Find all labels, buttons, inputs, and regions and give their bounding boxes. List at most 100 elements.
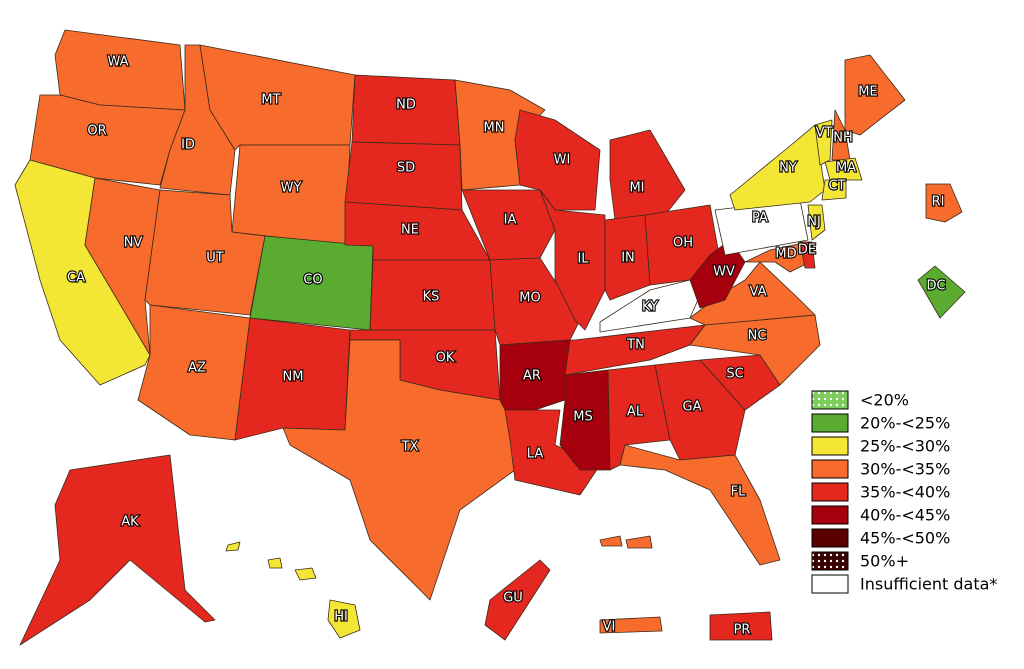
legend-swatch <box>811 574 849 594</box>
island <box>294 567 317 581</box>
state <box>19 454 216 646</box>
state-label: NE <box>401 223 419 238</box>
legend-swatch <box>811 528 849 548</box>
island <box>267 557 283 569</box>
state-label: WA <box>107 55 128 70</box>
state-label: OK <box>436 351 455 366</box>
state-label: KY <box>642 300 658 315</box>
state <box>604 214 651 301</box>
state-label: VA <box>750 285 767 300</box>
state-label: MO <box>519 291 540 306</box>
state-label: WY <box>281 181 302 196</box>
legend: <20% 20%-<25% 25%-<30% 30%-<35% 35%-<40% 40%-… <box>811 390 997 594</box>
state <box>599 616 663 634</box>
state-label: MT <box>261 93 280 108</box>
state-label: TN <box>626 338 645 353</box>
state-label: VT <box>816 126 833 141</box>
state-label: NV <box>124 236 143 251</box>
state-label: HI <box>334 610 348 625</box>
state-label: CO <box>303 273 322 288</box>
state <box>327 599 361 639</box>
state-label: VI <box>603 620 616 635</box>
state-label: AL <box>627 405 644 420</box>
legend-swatch <box>811 459 849 479</box>
state-label: AZ <box>188 361 206 376</box>
state <box>729 124 826 211</box>
state <box>504 409 601 496</box>
island <box>625 535 653 549</box>
state-label: TX <box>401 440 419 455</box>
state-label: ME <box>858 85 877 100</box>
island <box>599 535 623 547</box>
state <box>609 129 686 221</box>
legend-swatch-pattern <box>811 551 849 571</box>
state-label: GA <box>683 400 702 415</box>
state <box>619 444 781 566</box>
state <box>925 183 963 223</box>
state-label: MN <box>484 121 505 136</box>
state-label: NC <box>748 329 767 344</box>
state <box>799 241 816 269</box>
state <box>814 119 833 166</box>
state-label: AR <box>523 369 541 384</box>
state <box>344 141 463 211</box>
legend-label: <20% <box>860 391 909 410</box>
state-label: AK <box>121 515 139 530</box>
state-label: NH <box>833 131 853 146</box>
state-label: DC <box>926 279 945 294</box>
states <box>14 29 966 646</box>
legend-label: 30%-<35% <box>860 460 950 479</box>
legend-swatch <box>811 413 849 433</box>
state-label: NY <box>779 161 797 176</box>
state <box>54 29 186 111</box>
legend-label: 40%-<45% <box>860 506 950 525</box>
state-label: OH <box>673 236 693 251</box>
state <box>282 339 516 601</box>
state-label: RI <box>932 195 945 210</box>
state-label: GU <box>503 591 523 606</box>
state-label: IL <box>577 252 589 267</box>
state <box>824 157 863 181</box>
state-label: NJ <box>807 215 821 230</box>
state-labels: WA OR CA NV ID MT WY UT CO AZ NM ND SD NE KS OK TX MN IA MO… <box>66 53 947 638</box>
state-label: WV <box>713 265 735 280</box>
state <box>807 204 826 241</box>
state-label: ND <box>396 98 416 113</box>
state-label: SD <box>397 161 415 176</box>
legend-label: Insufficient data* <box>860 575 997 594</box>
state-label: PR <box>734 623 751 638</box>
legend-label: 45%-<50% <box>860 529 950 548</box>
state-label: IN <box>621 251 635 266</box>
state <box>461 189 556 261</box>
state <box>917 265 966 319</box>
state-label: MD <box>775 247 796 262</box>
state-label: MA <box>836 161 856 176</box>
legend-label: 35%-<40% <box>860 483 950 502</box>
state-label: DE <box>798 243 816 258</box>
state-label: MS <box>573 410 592 425</box>
state-label: OR <box>87 124 106 139</box>
legend-label: 20%-<25% <box>860 414 950 433</box>
state-label: UT <box>206 251 224 266</box>
state <box>709 611 773 641</box>
state-label: NM <box>283 370 304 385</box>
state-label: IA <box>504 213 517 228</box>
legend-label: 50%+ <box>860 552 909 571</box>
state-label: SC <box>726 367 743 382</box>
island <box>225 541 241 552</box>
state-label: LA <box>527 447 544 462</box>
state <box>821 179 847 201</box>
state-label: FL <box>731 485 746 500</box>
state-label: KS <box>423 290 440 305</box>
state-label: ID <box>181 138 195 153</box>
state <box>844 54 906 136</box>
state <box>484 559 551 641</box>
legend-swatch <box>811 436 849 456</box>
legend-swatch <box>811 505 849 525</box>
state-label: CA <box>67 271 85 286</box>
state-label: MI <box>629 181 644 196</box>
legend-swatch-pattern <box>811 390 849 410</box>
legend-swatch <box>811 482 849 502</box>
state-label: PA <box>752 211 768 226</box>
